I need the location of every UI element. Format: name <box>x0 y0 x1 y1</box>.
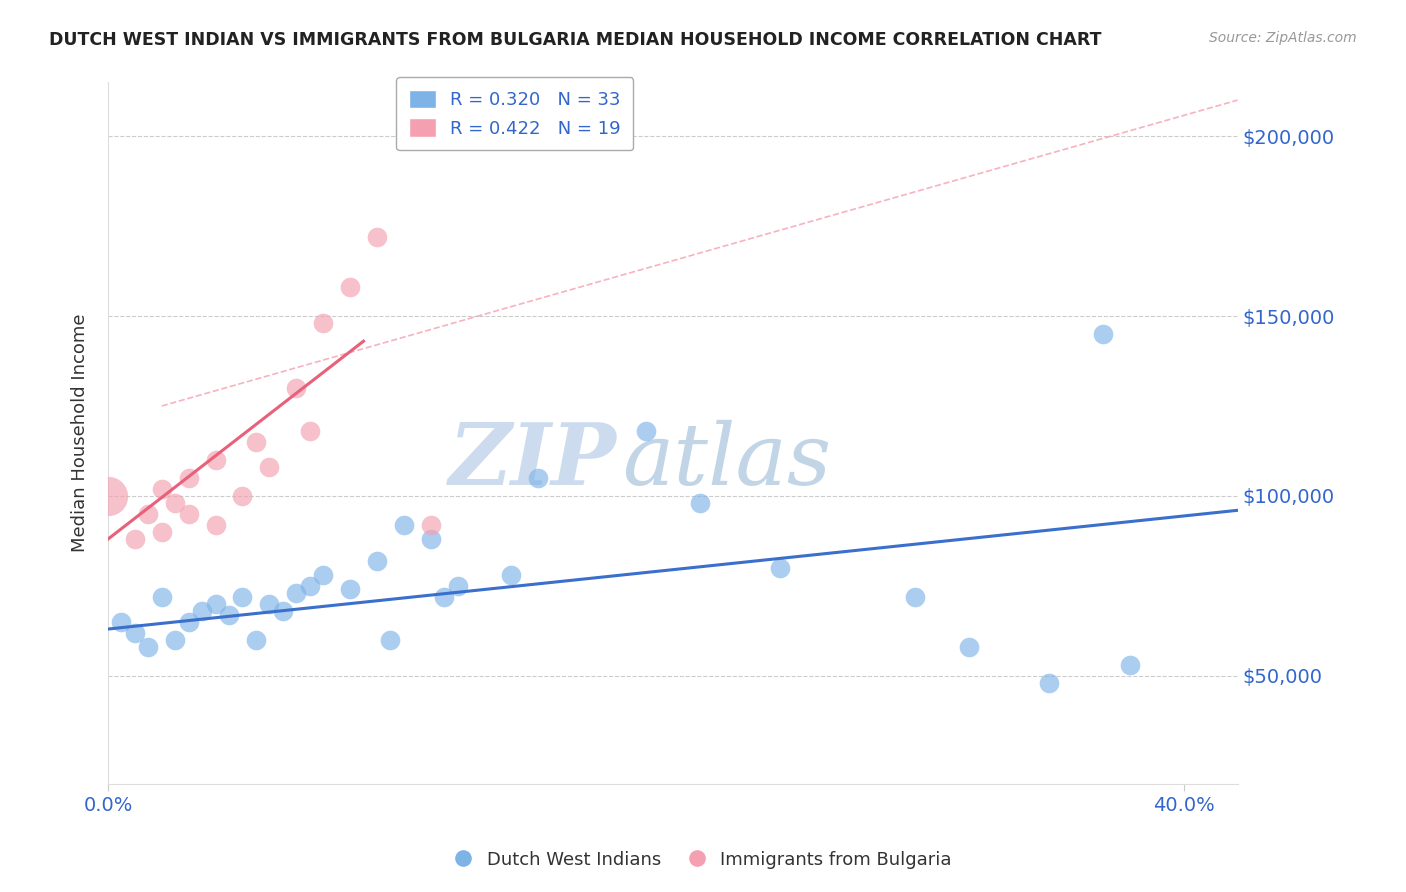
Point <box>527 471 550 485</box>
Point <box>419 517 441 532</box>
Point <box>124 532 146 546</box>
Point <box>231 489 253 503</box>
Point <box>97 489 120 503</box>
Point <box>689 496 711 510</box>
Point <box>150 524 173 539</box>
Point <box>245 434 267 449</box>
Point <box>298 579 321 593</box>
Point <box>312 568 335 582</box>
Text: ZIP: ZIP <box>449 419 616 503</box>
Point <box>165 496 187 510</box>
Text: DUTCH WEST INDIAN VS IMMIGRANTS FROM BULGARIA MEDIAN HOUSEHOLD INCOME CORRELATIO: DUTCH WEST INDIAN VS IMMIGRANTS FROM BUL… <box>49 31 1102 49</box>
Point <box>177 471 200 485</box>
Point <box>204 453 226 467</box>
Point <box>177 615 200 629</box>
Point <box>501 568 523 582</box>
Point <box>339 582 361 597</box>
Point <box>110 615 132 629</box>
Point <box>150 482 173 496</box>
Point <box>769 561 792 575</box>
Point <box>312 316 335 330</box>
Point <box>366 554 388 568</box>
Point <box>259 597 281 611</box>
Point <box>150 590 173 604</box>
Point <box>1038 676 1060 690</box>
Point <box>285 586 308 600</box>
Point <box>218 607 240 622</box>
Point <box>191 604 214 618</box>
Point <box>419 532 441 546</box>
Point <box>136 640 159 654</box>
Point <box>1119 658 1142 673</box>
Point <box>957 640 980 654</box>
Point <box>1092 326 1115 341</box>
Y-axis label: Median Household Income: Median Household Income <box>72 314 89 552</box>
Point <box>177 507 200 521</box>
Point <box>124 625 146 640</box>
Point <box>380 632 402 647</box>
Point <box>271 604 294 618</box>
Point <box>366 230 388 244</box>
Text: atlas: atlas <box>621 419 831 502</box>
Text: Source: ZipAtlas.com: Source: ZipAtlas.com <box>1209 31 1357 45</box>
Point <box>165 632 187 647</box>
Point <box>285 381 308 395</box>
Point <box>446 579 468 593</box>
Point <box>298 424 321 438</box>
Point <box>904 590 927 604</box>
Legend: Dutch West Indians, Immigrants from Bulgaria: Dutch West Indians, Immigrants from Bulg… <box>446 842 960 879</box>
Point <box>392 517 415 532</box>
Point <box>433 590 456 604</box>
Point <box>634 424 657 438</box>
Point <box>231 590 253 604</box>
Point <box>259 460 281 475</box>
Point <box>339 280 361 294</box>
Point <box>136 507 159 521</box>
Point <box>245 632 267 647</box>
Point <box>204 597 226 611</box>
Point <box>204 517 226 532</box>
Legend: R = 0.320   N = 33, R = 0.422   N = 19: R = 0.320 N = 33, R = 0.422 N = 19 <box>396 77 633 150</box>
